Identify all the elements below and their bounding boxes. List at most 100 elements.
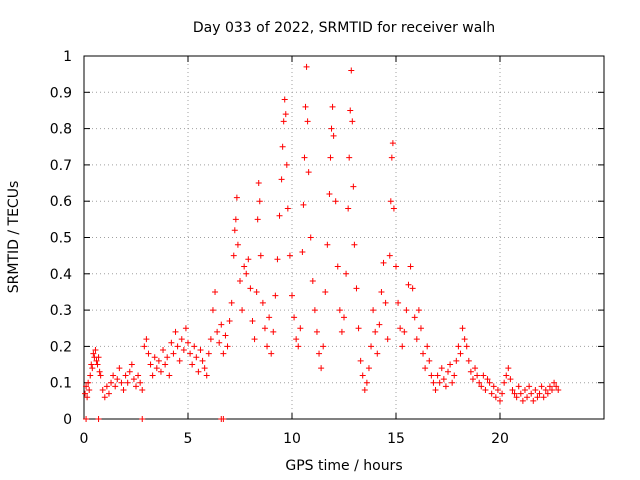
data-point [463, 343, 470, 350]
data-point [409, 285, 416, 292]
data-point [126, 368, 133, 375]
data-point [480, 372, 487, 379]
data-point [555, 386, 562, 393]
data-point [343, 270, 350, 277]
data-point [128, 361, 135, 368]
data-point [536, 390, 543, 397]
data-point [147, 361, 154, 368]
data-point [530, 397, 537, 404]
data-point [278, 176, 285, 183]
data-point [155, 357, 162, 364]
data-point [232, 216, 239, 223]
data-point [87, 372, 94, 379]
data-point [110, 372, 117, 379]
data-point [254, 216, 261, 223]
data-point [432, 386, 439, 393]
grid [84, 56, 604, 419]
data-point [289, 292, 295, 299]
data-point [280, 118, 287, 125]
data-point [382, 299, 389, 306]
data-point [453, 357, 460, 364]
data-point [472, 365, 479, 372]
data-point [166, 372, 173, 379]
data-point [187, 350, 194, 357]
data-point [503, 372, 510, 379]
data-point [170, 350, 177, 357]
data-point [291, 314, 298, 321]
data-point [237, 278, 243, 285]
data-point [195, 368, 202, 375]
data-point [118, 379, 125, 386]
data-point [199, 357, 206, 364]
data-point [172, 328, 179, 335]
data-point [334, 263, 341, 270]
data-point [180, 347, 187, 354]
data-point [422, 365, 429, 372]
x-tick-label: 10 [283, 431, 301, 447]
data-point [350, 183, 357, 190]
data-point [459, 325, 466, 332]
data-point [436, 379, 443, 386]
data-point [264, 343, 271, 350]
data-point [399, 343, 406, 350]
data-point [245, 256, 252, 263]
data-point [93, 357, 100, 364]
data-point [457, 350, 464, 357]
data-point [546, 383, 553, 390]
data-point [509, 386, 516, 393]
data-point [88, 361, 95, 368]
x-tick-label: 0 [80, 431, 89, 447]
data-point [90, 350, 97, 357]
data-point [145, 350, 152, 357]
data-point [384, 336, 391, 343]
data-point [251, 336, 258, 343]
data-point [168, 339, 175, 346]
data-point [363, 379, 370, 386]
data-point [305, 169, 312, 176]
data-point [253, 288, 260, 295]
data-point [553, 383, 560, 390]
data-point [120, 386, 127, 393]
axis-ticks [83, 55, 604, 420]
data-point [241, 263, 248, 270]
data-point [332, 198, 339, 205]
data-point [270, 328, 277, 335]
data-point [189, 361, 196, 368]
data-point [302, 103, 309, 110]
data-point [544, 390, 551, 397]
data-point [486, 379, 493, 386]
data-point [426, 357, 433, 364]
data-point [451, 372, 458, 379]
x-tick-label: 20 [491, 431, 509, 447]
data-point [316, 350, 323, 357]
tick-labels: 00.10.20.30.40.50.60.70.80.910 5 10 15 20 [50, 49, 509, 447]
x-tick-label: 5 [184, 431, 193, 447]
data-point [299, 249, 306, 256]
data-point [209, 307, 216, 314]
data-point [116, 365, 123, 372]
data-point [266, 314, 273, 321]
data-point [407, 263, 414, 270]
data-point [95, 354, 102, 361]
data-point [157, 368, 164, 375]
data-point [326, 190, 333, 197]
data-point [301, 154, 308, 161]
data-point [338, 328, 345, 335]
data-point [347, 107, 354, 114]
data-point [447, 361, 454, 368]
data-point [139, 386, 146, 393]
data-point [490, 383, 497, 390]
data-point [417, 325, 424, 332]
data-point [469, 376, 476, 383]
data-point [428, 372, 435, 379]
data-point [534, 394, 541, 401]
data-point [226, 317, 233, 324]
data-point [368, 343, 375, 350]
data-point [82, 390, 89, 397]
data-point [415, 307, 422, 314]
data-point [324, 241, 331, 248]
data-points [82, 63, 562, 422]
data-point [84, 394, 91, 401]
data-point [434, 372, 441, 379]
data-point [370, 307, 377, 314]
